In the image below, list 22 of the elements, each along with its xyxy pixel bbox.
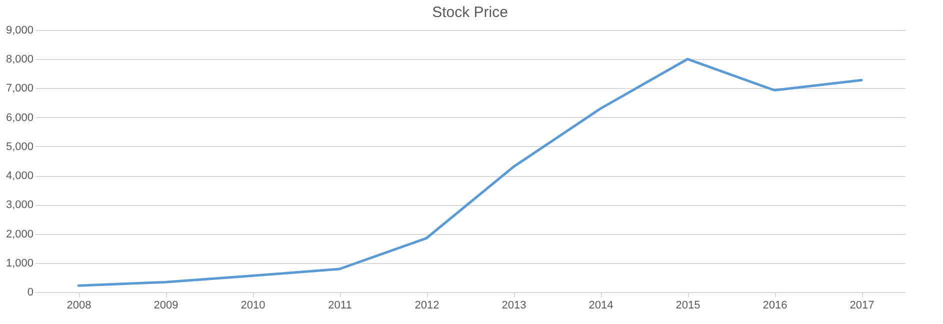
y-tick-label: 9,000 — [6, 24, 34, 36]
chart-title: Stock Price — [432, 4, 508, 21]
x-tick-label: 2015 — [676, 300, 700, 312]
x-tick-label: 2010 — [240, 300, 266, 312]
x-tick-label: 2011 — [328, 300, 352, 312]
x-tick-label: 2016 — [762, 300, 788, 312]
x-tick-label: 2017 — [850, 300, 874, 312]
y-tick-label: 1,000 — [6, 257, 34, 270]
line-series — [77, 58, 863, 287]
x-tick-label: 2014 — [588, 300, 614, 312]
y-tick-label: 5,000 — [6, 140, 34, 153]
y-tick-label: 0 — [27, 286, 34, 298]
x-tick-label: 2009 — [154, 300, 178, 312]
y-tick-label: 2,000 — [6, 228, 34, 240]
x-tick-label: 2013 — [502, 300, 526, 312]
y-tick-label: 4,000 — [6, 170, 34, 182]
y-tick-label: 8,000 — [6, 54, 34, 66]
y-tick-label: 7,000 — [6, 82, 34, 95]
y-tick-label: 6,000 — [6, 112, 34, 124]
x-tick-label: 2012 — [414, 300, 440, 312]
y-tick-label: 3,000 — [6, 199, 34, 212]
x-tick-label: 2008 — [66, 300, 92, 312]
